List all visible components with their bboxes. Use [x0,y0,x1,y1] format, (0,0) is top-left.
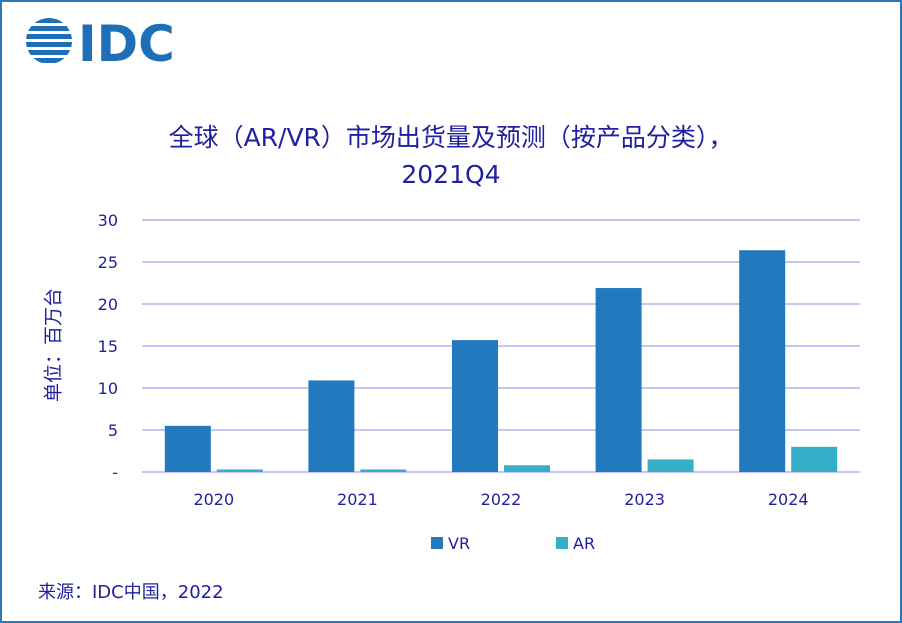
y-tick-label: 20 [98,295,118,314]
chart-title-line1: 全球（AR/VR）市场出货量及预测（按产品分类）， [168,123,734,152]
bar-vr-2024 [739,250,786,472]
bar-vr-2022 [452,340,498,472]
y-tick-label: 30 [98,211,118,230]
y-tick-label: 5 [108,421,118,440]
x-tick-label: 2020 [193,490,234,509]
y-tick-label: 10 [98,379,118,398]
bar-ar-2021 [360,469,407,472]
source-note: 来源：IDC中国，2022 [38,582,224,603]
legend-label-ar: AR [573,534,595,553]
y-tick-label: - [112,463,118,482]
x-tick-label: 2022 [481,490,522,509]
legend-swatch-ar [556,537,568,549]
bar-vr-2021 [308,380,355,472]
logo-text: IDC [78,16,175,66]
bar-vr-2020 [164,425,211,472]
idc-logo-icon: IDC [26,15,175,73]
y-tick-label: 25 [98,253,118,272]
bar-ar-2024 [791,446,838,472]
x-tick-label: 2024 [768,490,809,509]
bar-ar-2023 [647,459,694,472]
x-tick-label: 2023 [624,490,665,509]
legend-label-vr: VR [448,534,470,553]
bar-vr-2023 [595,288,642,472]
x-tick-label: 2021 [337,490,378,509]
legend-swatch-vr [431,537,443,549]
bar-ar-2020 [216,469,263,472]
chart-title-line2: 2021Q4 [401,160,501,189]
idc-logo: IDC [26,15,186,73]
y-tick-label: 15 [98,337,118,356]
bar-ar-2022 [504,465,550,472]
